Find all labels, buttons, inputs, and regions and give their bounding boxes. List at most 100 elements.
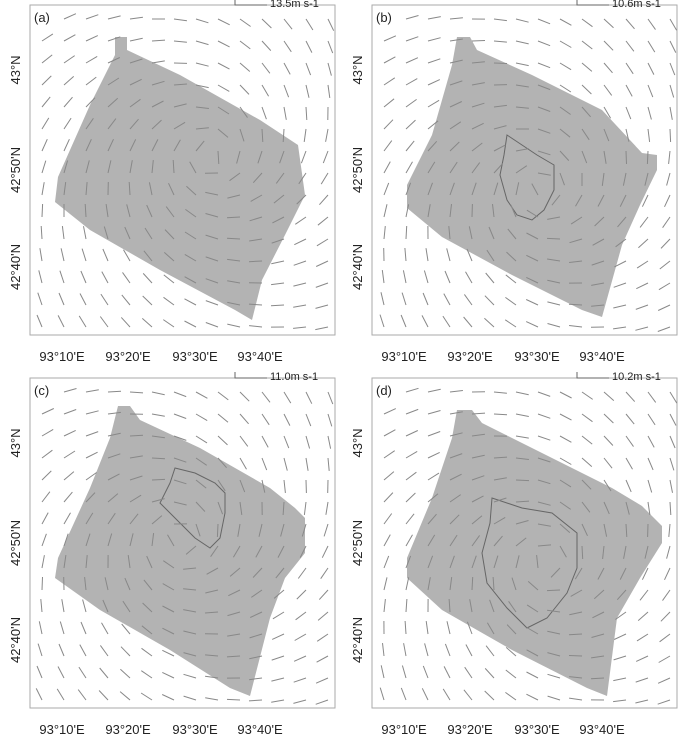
wind-barb (547, 216, 561, 220)
wind-barb (664, 194, 671, 208)
wind-barb (484, 690, 495, 701)
wind-barb (405, 534, 413, 547)
wind-barb (327, 62, 332, 76)
wind-barb (83, 226, 87, 240)
reference-vector (576, 0, 609, 6)
wind-barb (597, 194, 605, 207)
wind-barb (403, 643, 407, 657)
wind-barb (569, 611, 583, 616)
wind-barb (249, 611, 263, 618)
wind-barb (669, 128, 672, 143)
wind-barb (217, 457, 227, 469)
wind-barb (427, 58, 441, 64)
wind-barb (162, 627, 175, 635)
wind-barb (427, 534, 436, 547)
wind-barb (124, 577, 131, 591)
wind-barb (141, 647, 153, 657)
wind-barb (129, 78, 142, 86)
wind-barb (493, 18, 507, 22)
wind-barb (471, 102, 485, 108)
wind-barb (559, 457, 572, 465)
wind-barb (85, 533, 91, 547)
wind-barb (41, 138, 48, 152)
wind-barb (625, 501, 630, 515)
wind-barb (427, 388, 441, 393)
wind-barb (647, 501, 651, 515)
wind-barb (250, 194, 263, 202)
wind-barb (484, 668, 495, 679)
x-tick-label: 93°20'E (105, 722, 151, 737)
wind-barb (41, 54, 53, 64)
wind-barb (327, 84, 331, 98)
wind-barb (128, 181, 131, 196)
wind-barb (248, 260, 263, 263)
wind-barb (280, 523, 285, 537)
wind-barb (493, 40, 507, 43)
wind-barb (227, 194, 241, 199)
wind-barb (107, 453, 121, 459)
wind-barb (320, 172, 329, 185)
wind-barb (59, 270, 65, 284)
wind-barb (98, 690, 109, 701)
wind-barb (427, 37, 441, 42)
wind-barb (635, 677, 649, 683)
wind-barb (471, 122, 484, 130)
wind-barb (669, 18, 678, 31)
wind-barb (383, 204, 388, 218)
wind-barb (85, 472, 97, 481)
wind-barb (195, 523, 201, 537)
wind-barb (41, 512, 49, 525)
wind-barb (239, 479, 246, 493)
y-tick-label: 43°N (350, 428, 365, 457)
wind-barb (379, 314, 385, 328)
wind-barb (601, 172, 605, 186)
wind-barb (515, 500, 530, 503)
wind-barb (270, 304, 285, 307)
wind-barb (151, 100, 164, 108)
wind-barb (471, 433, 485, 437)
wind-barb (261, 128, 264, 143)
wind-barb (581, 106, 591, 118)
wind-barb (41, 160, 47, 174)
wind-barb (405, 36, 419, 42)
wind-barb (107, 118, 117, 130)
wind-barb (526, 232, 539, 240)
wind-barb (210, 545, 219, 557)
wind-barb (449, 494, 461, 503)
wind-barb (327, 457, 330, 471)
wind-barb (639, 589, 649, 601)
wind-barb (41, 33, 54, 42)
wind-barb (603, 62, 613, 74)
wind-barb (167, 534, 175, 547)
wind-barb (493, 62, 508, 64)
wind-barb (603, 40, 614, 51)
wind-barb (546, 589, 561, 592)
wind-barb (183, 673, 197, 679)
wind-barb (164, 229, 175, 240)
wind-barb (99, 667, 109, 679)
wind-barb (123, 249, 131, 262)
wind-barb (493, 104, 507, 108)
wind-barb (526, 693, 539, 701)
wind-barb (151, 478, 166, 481)
wind-barb (63, 55, 75, 64)
wind-barb (41, 491, 51, 503)
wind-barb (537, 544, 552, 547)
wind-barb (449, 80, 463, 86)
wind-barb (151, 119, 162, 130)
wind-barb (104, 577, 109, 591)
wind-barb (63, 512, 71, 525)
wind-barb (85, 76, 97, 86)
wind-barb (227, 258, 241, 262)
wind-barb (303, 128, 307, 142)
panel: (a) 13.5m s-1 93°10'E 93°20'E 93°30'E 93°40'E… (8, 0, 336, 364)
wind-barb (569, 260, 583, 263)
wind-barb (183, 695, 197, 701)
wind-barb (405, 119, 416, 130)
wind-barb (662, 216, 671, 228)
wind-barb (163, 296, 175, 306)
wind-barb (102, 599, 109, 613)
wind-barb (550, 567, 561, 578)
wind-barb (427, 410, 441, 415)
wind-barb (637, 611, 649, 621)
